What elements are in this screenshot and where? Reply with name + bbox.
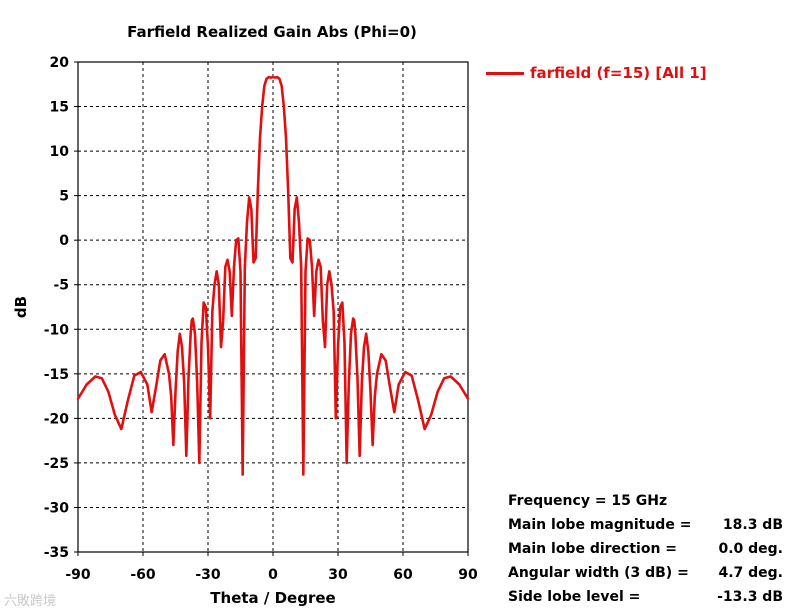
x-tick-label: 60 — [393, 567, 413, 583]
main-lobe-direction-row: Main lobe direction = 0.0 deg. — [508, 537, 783, 561]
legend: farfield (f=15) [All 1] — [486, 64, 707, 82]
x-tick-label: -90 — [65, 567, 91, 583]
x-tick-label: -30 — [195, 567, 221, 583]
x-tick-label: -60 — [130, 567, 156, 583]
y-tick-label: 15 — [50, 100, 69, 116]
side-lobe-level-row: Side lobe level = -13.3 dB — [508, 585, 783, 609]
x-axis-label: Theta / Degree — [210, 589, 335, 607]
angular-width-label: Angular width (3 dB) = — [508, 565, 689, 581]
x-tick-label: 30 — [328, 567, 348, 583]
main-lobe-direction-label: Main lobe direction = — [508, 541, 678, 557]
y-tick-label: 20 — [50, 55, 70, 71]
angular-width-value: 4.7 deg. — [718, 565, 783, 581]
farfield-info-panel: Frequency = 15 GHz Main lobe magnitude =… — [508, 489, 783, 609]
farfield-series-line — [76, 75, 470, 476]
y-tick-label: 10 — [50, 144, 70, 160]
y-tick-label: -25 — [44, 456, 69, 472]
main-lobe-magnitude-row: Main lobe magnitude = 18.3 dB — [508, 513, 783, 537]
y-tick-label: -35 — [44, 545, 69, 561]
y-axis-label: dB — [12, 296, 30, 318]
y-tick-label: 5 — [59, 189, 69, 205]
side-lobe-level-label: Side lobe level = — [508, 589, 641, 605]
y-tick-label: -10 — [44, 322, 70, 338]
y-tick-label: -20 — [44, 411, 70, 427]
y-tick-label: 0 — [59, 233, 69, 249]
x-tick-label: 0 — [268, 567, 278, 583]
x-tick-label: 90 — [458, 567, 478, 583]
chart-title: Farfield Realized Gain Abs (Phi=0) — [127, 23, 417, 41]
x-axis-ticks: -90 -60 -30 0 30 60 90 — [65, 552, 478, 583]
grid-lines — [78, 62, 468, 552]
legend-label: farfield (f=15) [All 1] — [530, 64, 707, 82]
y-tick-label: -30 — [44, 500, 70, 516]
frequency-text: Frequency = 15 GHz — [508, 493, 668, 509]
y-tick-label: -15 — [44, 367, 69, 383]
side-lobe-level-value: -13.3 dB — [717, 589, 783, 605]
y-axis-ticks: -35 -30 -25 -20 -15 -10 -5 0 5 10 15 20 — [44, 55, 78, 561]
main-lobe-magnitude-value: 18.3 dB — [722, 517, 783, 533]
watermark: 六敗跨境 — [4, 594, 57, 609]
main-lobe-direction-value: 0.0 deg. — [718, 541, 783, 557]
angular-width-row: Angular width (3 dB) = 4.7 deg. — [508, 561, 783, 585]
frequency-row: Frequency = 15 GHz — [508, 489, 783, 513]
y-tick-label: -5 — [53, 278, 69, 294]
main-lobe-magnitude-label: Main lobe magnitude = — [508, 517, 692, 533]
legend-swatch — [486, 71, 524, 75]
